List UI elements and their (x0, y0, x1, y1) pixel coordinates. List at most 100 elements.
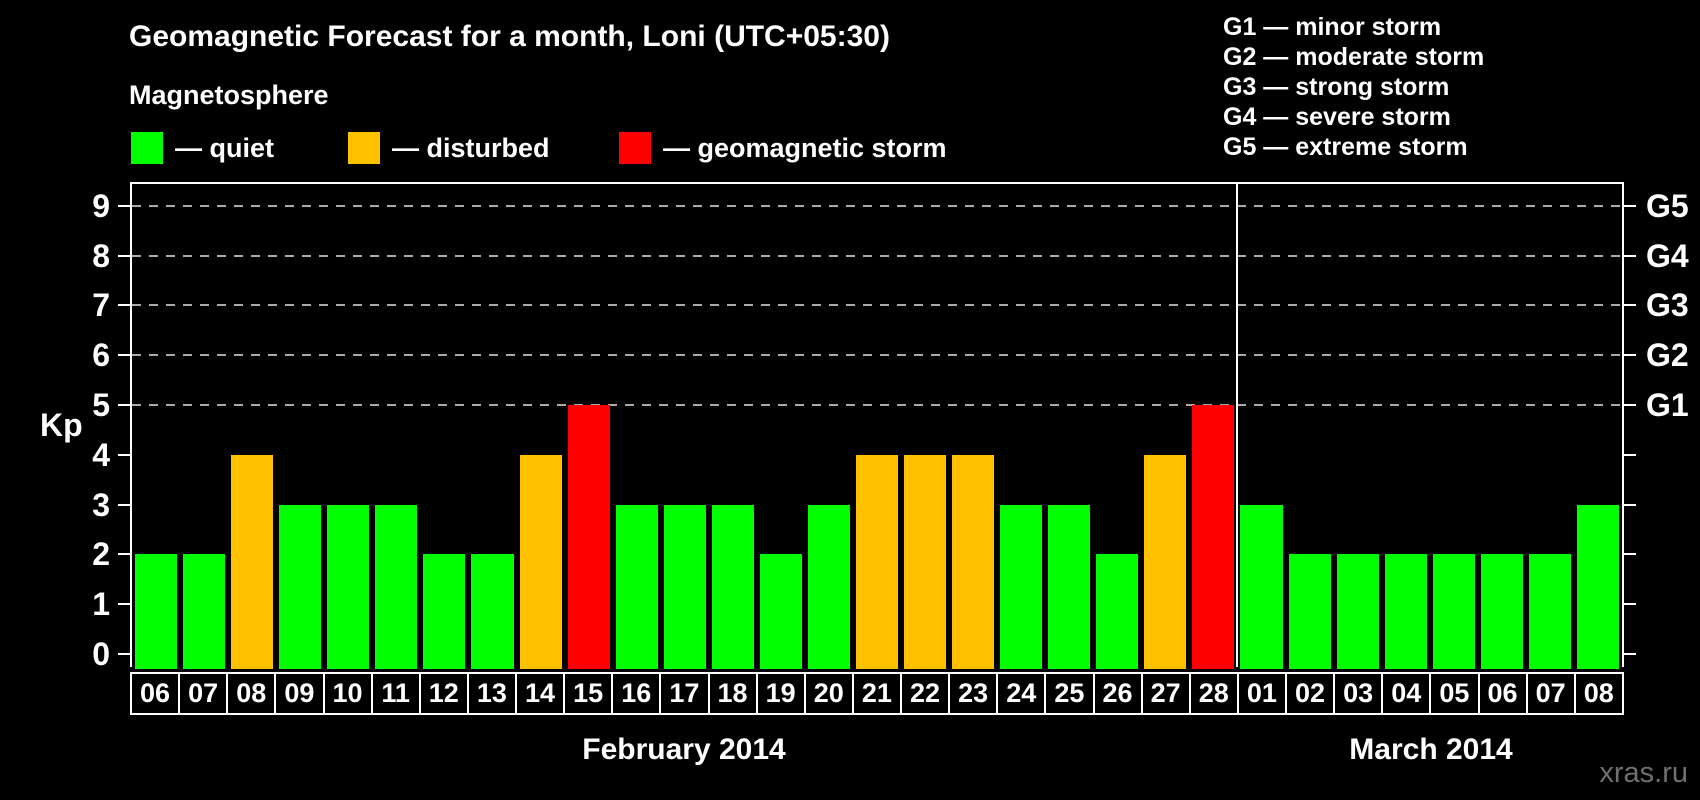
right-axis-tick-6 (1622, 354, 1636, 357)
bar-feb-22 (904, 454, 947, 669)
y-axis-title: Kp (40, 407, 83, 443)
date-cell-feb-19: 19 (755, 672, 806, 715)
bar-feb-06 (135, 554, 178, 669)
storm-scale-g2: G2 — moderate storm (1223, 43, 1485, 71)
date-cell-feb-08: 08 (226, 672, 277, 715)
right-axis-label-g1: G1 (1646, 387, 1689, 423)
date-cell-mar-06: 06 (1477, 672, 1528, 715)
date-cell-feb-26: 26 (1092, 672, 1143, 715)
date-cell-feb-09: 09 (274, 672, 325, 715)
chart-title: Geomagnetic Forecast for a month, Loni (… (129, 20, 890, 53)
y-axis-label-9: 9 (92, 187, 110, 224)
y-axis-label-0: 0 (92, 636, 110, 672)
y-axis-tick-3 (118, 503, 132, 506)
legend-item-storm: — geomagnetic storm (619, 131, 947, 165)
gridline-kp8 (132, 254, 1622, 257)
y-axis-tick-5 (118, 404, 132, 406)
y-axis-tick-0 (118, 653, 132, 655)
bar-feb-21 (855, 454, 899, 669)
bar-mar-05 (1432, 554, 1475, 669)
y-axis-label-5: 5 (92, 387, 110, 423)
y-axis-label-7: 7 (92, 287, 110, 324)
y-axis-tick-1 (118, 603, 132, 606)
bar-mar-04 (1384, 554, 1427, 669)
right-axis-tick-3 (1622, 503, 1636, 506)
bar-feb-20 (807, 504, 850, 669)
legend-item-disturbed: — disturbed (348, 131, 550, 165)
right-axis-label-g5: G5 (1646, 187, 1689, 224)
y-axis-tick-6 (118, 354, 132, 357)
y-axis-tick-4 (118, 453, 132, 456)
storm-scale-legend: G1 — minor storm G2 — moderate storm G3 … (1223, 12, 1484, 162)
right-axis-tick-0 (1622, 653, 1636, 655)
gridline-kp6 (132, 354, 1622, 357)
bar-feb-17 (663, 504, 706, 669)
quiet-color-swatch (131, 132, 163, 164)
bar-feb-16 (615, 504, 658, 669)
bar-feb-08 (231, 454, 274, 669)
date-cell-mar-05: 05 (1429, 672, 1480, 715)
date-cell-feb-12: 12 (418, 672, 469, 715)
magnetosphere-legend-title: Magnetosphere (129, 80, 329, 110)
bar-feb-24 (1000, 504, 1043, 669)
bar-feb-09 (279, 504, 322, 669)
bar-feb-28 (1192, 405, 1235, 669)
bar-mar-03 (1336, 554, 1379, 669)
bar-feb-15 (567, 405, 610, 669)
gridline-kp9 (132, 204, 1622, 207)
storm-scale-g3: G3 — strong storm (1223, 73, 1450, 101)
right-axis-tick-2 (1622, 553, 1636, 556)
date-cell-feb-10: 10 (322, 672, 373, 715)
y-axis-label-6: 6 (92, 337, 110, 374)
watermark: xras.ru (1599, 757, 1688, 789)
right-axis-tick-4 (1622, 453, 1636, 456)
date-cell-feb-15: 15 (563, 672, 614, 715)
y-axis-label-2: 2 (92, 536, 110, 573)
bar-feb-23 (952, 454, 995, 669)
storm-scale-g1: G1 — minor storm (1223, 13, 1442, 41)
date-cell-feb-13: 13 (466, 672, 517, 715)
storm-color-swatch (619, 132, 651, 164)
date-cell-feb-07: 07 (178, 672, 229, 715)
right-axis-tick-7 (1622, 304, 1636, 307)
y-axis-label-8: 8 (92, 237, 110, 274)
date-cell-feb-11: 11 (370, 672, 421, 715)
date-cell-feb-18: 18 (707, 672, 758, 715)
month-separator-line (1236, 184, 1239, 667)
gridline-kp5 (132, 404, 1622, 406)
date-cell-mar-02: 02 (1285, 672, 1336, 715)
month-label-march: March 2014 (1349, 733, 1513, 766)
gridline-kp7 (132, 304, 1622, 307)
date-cell-feb-23: 23 (948, 672, 999, 715)
bar-mar-07 (1528, 554, 1571, 669)
bar-feb-11 (375, 504, 418, 669)
plot-area: 0 1 2 3 4 5 6 7 8 9 G1 G2 G3 G4 G5 (92, 182, 1689, 672)
bar-feb-25 (1048, 504, 1091, 669)
y-axis-tick-8 (118, 254, 132, 257)
right-axis-label-g4: G4 (1646, 237, 1689, 274)
date-cell-feb-25: 25 (1044, 672, 1095, 715)
storm-scale-g5: G5 — extreme storm (1223, 133, 1468, 161)
date-cell-mar-03: 03 (1333, 672, 1384, 715)
legend-label-disturbed: — disturbed (392, 132, 550, 163)
bar-feb-18 (711, 504, 754, 669)
right-axis-tick-1 (1622, 603, 1636, 606)
date-cell-feb-21: 21 (851, 672, 902, 715)
date-cell-feb-14: 14 (515, 672, 566, 715)
bar-mar-08 (1576, 504, 1619, 669)
right-axis-label-g3: G3 (1646, 287, 1689, 324)
bar-feb-12 (423, 554, 466, 669)
date-cell-feb-27: 27 (1140, 672, 1191, 715)
right-axis-label-g2: G2 (1646, 337, 1689, 374)
month-label-february: February 2014 (582, 733, 786, 766)
bar-mar-02 (1288, 554, 1331, 669)
date-cell-mar-01: 01 (1236, 672, 1287, 715)
y-axis-label-1: 1 (92, 586, 110, 623)
bar-feb-26 (1096, 554, 1139, 669)
storm-scale-g4: G4 — severe storm (1223, 103, 1451, 131)
date-cell-mar-08: 08 (1573, 672, 1624, 715)
bar-feb-13 (471, 554, 514, 669)
bar-feb-10 (327, 504, 370, 669)
date-cell-feb-20: 20 (803, 672, 854, 715)
